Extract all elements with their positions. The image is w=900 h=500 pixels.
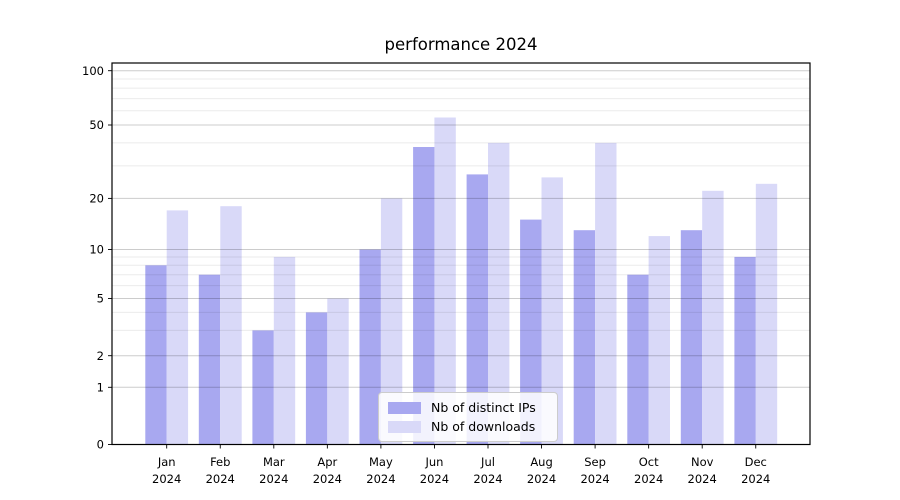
- y-tick-label: 5: [97, 292, 104, 306]
- bar-downloads: [541, 177, 563, 445]
- x-tick-label-year: 2024: [473, 472, 502, 486]
- x-tick-label-year: 2024: [741, 472, 770, 486]
- bar-downloads: [488, 142, 510, 445]
- x-tick-label-year: 2024: [420, 472, 449, 486]
- x-tick-label-month: Oct: [639, 455, 659, 469]
- plot-border: [111, 62, 811, 446]
- x-tick-label-month: Nov: [691, 455, 714, 469]
- y-tick-label: 10: [89, 243, 104, 257]
- x-tick-label-month: Jan: [157, 455, 176, 469]
- y-tick-label: 20: [89, 192, 104, 206]
- x-tick-label-year: 2024: [366, 472, 395, 486]
- y-tick-label: 2: [97, 349, 104, 363]
- x-tick-label-month: Mar: [263, 455, 285, 469]
- bar-downloads: [327, 298, 349, 445]
- bar-distinct-ips: [573, 230, 596, 445]
- bar-distinct-ips: [305, 312, 328, 445]
- x-tick-label-month: Jul: [480, 455, 495, 469]
- bar-downloads: [702, 190, 724, 445]
- legend-swatch-downloads: [388, 420, 421, 433]
- x-tick-label-month: May: [369, 455, 393, 469]
- bar-downloads: [755, 183, 778, 445]
- x-tick-label-year: 2024: [527, 472, 556, 486]
- x-tick-label-month: Dec: [745, 455, 767, 469]
- x-tick-label-month: Aug: [530, 455, 552, 469]
- legend-swatch-distinct-ips: [388, 401, 421, 414]
- x-tick-label-year: 2024: [152, 472, 181, 486]
- x-tick-label-year: 2024: [259, 472, 288, 486]
- bar-downloads: [648, 236, 670, 445]
- bar-distinct-ips: [680, 230, 703, 445]
- legend-item-downloads: Nb of downloads: [388, 419, 548, 434]
- bar-distinct-ips: [627, 274, 649, 445]
- legend-label-distinct-ips: Nb of distinct IPs: [431, 400, 536, 415]
- bar-downloads: [434, 117, 456, 445]
- y-tick-label: 1: [97, 380, 104, 394]
- bar-downloads: [220, 206, 242, 445]
- bar-downloads: [595, 142, 617, 445]
- bar-downloads: [380, 198, 403, 445]
- bar-distinct-ips: [252, 330, 274, 445]
- x-tick-label-month: Feb: [210, 455, 230, 469]
- x-tick-label-year: 2024: [206, 472, 235, 486]
- bar-distinct-ips: [520, 219, 542, 445]
- bar-distinct-ips: [145, 265, 167, 445]
- bar-distinct-ips: [413, 147, 435, 445]
- bar-distinct-ips: [359, 249, 381, 445]
- x-tick-label-month: Apr: [317, 455, 337, 469]
- legend: Nb of distinct IPs Nb of downloads: [378, 392, 558, 442]
- x-tick-label-month: Sep: [584, 455, 606, 469]
- legend-label-downloads: Nb of downloads: [431, 419, 536, 434]
- x-tick-label-year: 2024: [580, 472, 609, 486]
- x-tick-label-month: Jun: [424, 455, 443, 469]
- x-tick-label-year: 2024: [313, 472, 342, 486]
- x-tick-label-year: 2024: [688, 472, 717, 486]
- y-tick-label: 50: [89, 118, 104, 132]
- bar-distinct-ips: [734, 256, 756, 445]
- bar-downloads: [166, 210, 189, 445]
- y-tick-label: 100: [82, 64, 104, 78]
- x-tick-label-year: 2024: [634, 472, 663, 486]
- bar-distinct-ips: [198, 274, 221, 445]
- legend-item-distinct-ips: Nb of distinct IPs: [388, 400, 548, 415]
- y-tick-label: 0: [97, 438, 104, 452]
- bar-distinct-ips: [466, 174, 488, 445]
- chart-title: performance 2024: [384, 35, 538, 54]
- bar-downloads: [273, 256, 296, 445]
